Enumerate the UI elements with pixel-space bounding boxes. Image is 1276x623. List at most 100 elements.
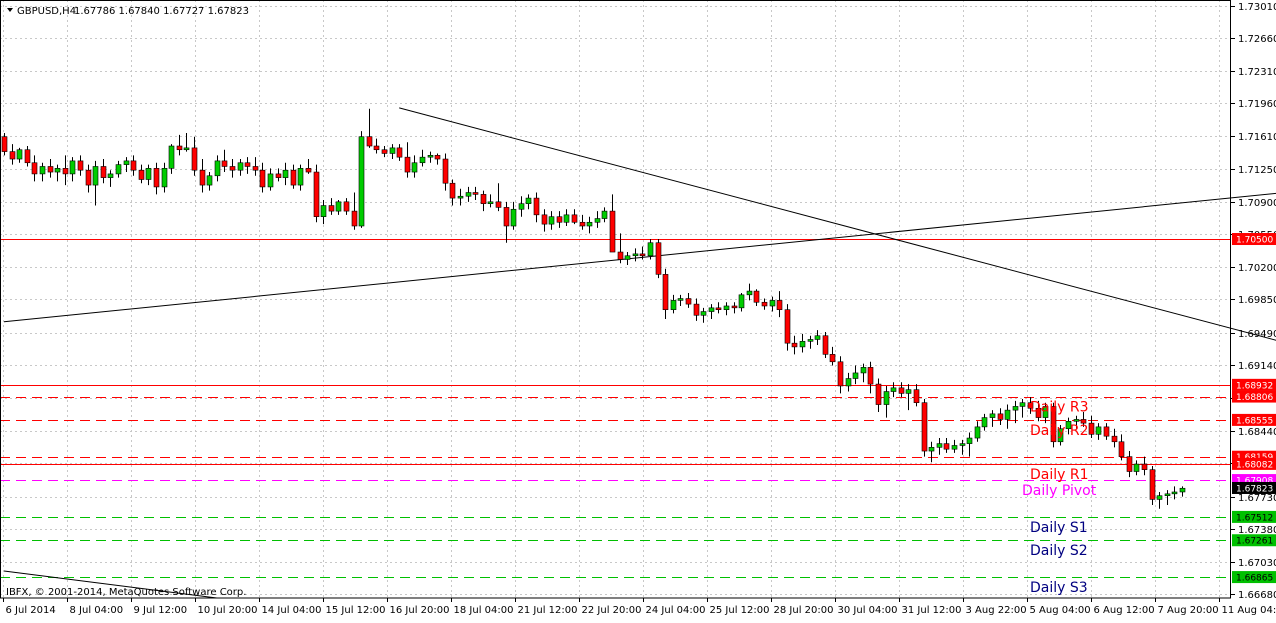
- bear-candle-body: [876, 384, 881, 404]
- dropdown-triangle-icon[interactable]: [7, 8, 13, 12]
- bull-candle-body: [808, 339, 813, 341]
- candle: [131, 155, 136, 175]
- bear-candle-body: [192, 148, 197, 170]
- candle: [162, 163, 167, 193]
- trendline: [4, 168, 1276, 321]
- bear-candle-body: [754, 291, 759, 302]
- bear-candle-body: [785, 310, 790, 343]
- y-tick-label: 1.69490: [1238, 329, 1276, 340]
- bear-candle-body: [450, 183, 455, 198]
- candle: [428, 152, 433, 163]
- bull-candle-body: [967, 438, 972, 444]
- candle: [101, 159, 106, 183]
- bear-candle-body: [435, 155, 440, 159]
- bear-candle-body: [1127, 457, 1132, 472]
- candle: [770, 297, 775, 312]
- y-tick-label: 1.71610: [1238, 132, 1276, 143]
- bear-candle-body: [610, 211, 615, 252]
- y-tick-label: 1.70900: [1238, 198, 1276, 209]
- candle: [1096, 423, 1101, 440]
- bear-candle-body: [640, 254, 645, 256]
- bull-candle-body: [815, 336, 820, 340]
- bear-candle-body: [823, 336, 828, 355]
- candle: [542, 209, 547, 231]
- candle: [587, 217, 592, 234]
- x-tick-label: 31 Jul 12:00: [902, 605, 962, 616]
- bull-candle-body: [747, 291, 752, 295]
- bear-candle-body: [481, 194, 486, 203]
- candle: [504, 202, 509, 243]
- bear-candle-body: [314, 172, 319, 217]
- bull-candle-body: [1020, 403, 1025, 407]
- candle: [10, 144, 15, 164]
- x-tick-label: 30 Jul 04:00: [838, 605, 898, 616]
- candle: [1005, 405, 1010, 429]
- candle: [800, 334, 805, 353]
- bull-candle-body: [709, 308, 714, 312]
- candle: [595, 211, 600, 228]
- candle: [344, 198, 349, 215]
- candle: [1134, 460, 1139, 475]
- bull-candle-body: [1096, 427, 1101, 434]
- candle: [481, 191, 486, 211]
- bull-candle-body: [1074, 419, 1079, 421]
- candle: [785, 304, 790, 351]
- y-tick-label: 1.69140: [1238, 361, 1276, 372]
- bear-candle-body: [496, 202, 501, 208]
- candle: [306, 159, 311, 174]
- bear-candle-body: [792, 343, 797, 347]
- candle: [830, 347, 835, 366]
- candle: [374, 139, 379, 154]
- candle: [124, 157, 129, 172]
- bull-candle-body: [283, 170, 288, 177]
- symbol-timeframe: GBPUSD,H4: [17, 6, 76, 17]
- bull-candle-body: [990, 414, 995, 418]
- candle: [1119, 434, 1124, 460]
- price-tag-label: 1.68806: [1236, 393, 1273, 403]
- x-tick-label: 3 Aug 22:00: [966, 605, 1027, 616]
- bull-candle-body: [321, 206, 326, 217]
- bull-candle-body: [458, 196, 463, 198]
- bear-candle-body: [374, 146, 379, 150]
- bull-candle-body: [975, 427, 980, 438]
- bear-candle-body: [716, 308, 721, 310]
- bull-candle-body: [861, 367, 866, 373]
- candle: [937, 438, 942, 455]
- level-text: Daily Pivot: [1022, 483, 1097, 499]
- bear-candle-body: [1112, 436, 1117, 442]
- candle: [488, 194, 493, 207]
- level-text: Daily S3: [1030, 580, 1088, 596]
- candle: [610, 194, 615, 252]
- candle: [656, 239, 661, 278]
- candle: [952, 440, 957, 453]
- candle: [48, 159, 53, 178]
- bull-candle-body: [1165, 494, 1170, 496]
- bear-candle-body: [830, 354, 835, 361]
- candle: [40, 163, 45, 182]
- bear-candle-body: [291, 170, 296, 185]
- candle: [412, 155, 417, 177]
- x-tick-label: 8 Jul 04:00: [70, 605, 124, 616]
- bull-candle-body: [891, 388, 896, 392]
- candle: [580, 215, 585, 230]
- candle: [876, 379, 881, 412]
- bear-candle-body: [32, 163, 37, 174]
- bull-candle-body: [108, 174, 113, 178]
- bull-candle-body: [937, 444, 942, 448]
- candle: [891, 382, 896, 397]
- bear-candle-body: [1142, 464, 1147, 470]
- candle: [671, 295, 676, 314]
- bull-candle-body: [124, 161, 129, 165]
- candle: [846, 373, 851, 392]
- bull-candle-body: [1180, 488, 1185, 492]
- y-tick-label: 1.69850: [1238, 295, 1276, 306]
- bear-candle-body: [473, 193, 478, 195]
- candle: [1180, 486, 1185, 496]
- candle: [245, 157, 250, 174]
- bull-candle-body: [671, 300, 676, 309]
- bear-candle-body: [260, 170, 265, 187]
- bear-candle-body: [25, 150, 30, 163]
- candle: [990, 410, 995, 427]
- bull-candle-body: [770, 300, 775, 306]
